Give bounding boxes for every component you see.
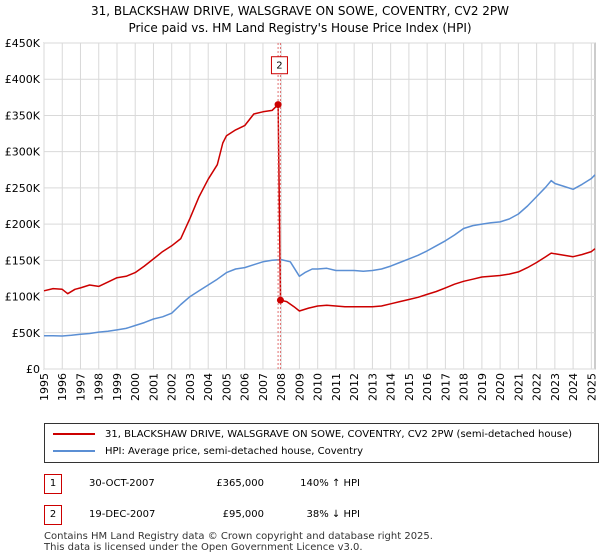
x-tick-label: 1996 [56,373,69,401]
x-tick-label: 2003 [184,373,197,401]
transaction-price: £365,000 [216,478,264,489]
x-tick-label: 2017 [439,373,452,401]
transaction-date: 30-OCT-2007 [89,478,155,489]
footer: Contains HM Land Registry data © Crown c… [44,531,433,553]
transaction-price: £95,000 [222,509,264,520]
y-tick-label: £200K [5,218,41,231]
x-tick-label: 1999 [111,373,124,401]
x-tick-label: 2010 [312,373,325,401]
x-tick-label: 1998 [93,373,106,401]
annotation-badge [270,56,288,75]
y-tick-label: £150K [5,254,41,267]
y-tick-label: £250K [5,182,41,195]
x-tick-label: 2011 [330,373,343,401]
hpi-line [44,174,596,337]
plot-area [43,42,596,370]
legend-swatch-hpi [53,450,95,452]
x-tick-label: 2002 [166,373,179,401]
y-tick-label: £0 [26,363,40,376]
legend-label-hpi: HPI: Average price, semi-detached house,… [105,446,364,457]
x-tick-label: 2019 [476,373,489,401]
x-tick-label: 2009 [293,373,306,401]
y-tick-label: £50K [12,327,41,340]
legend-item-property: 31, BLACKSHAW DRIVE, WALSGRAVE ON SOWE, … [53,427,572,443]
x-tick-label: 2015 [403,373,416,401]
x-tick-label: 1995 [38,373,51,401]
y-tick-label: £350K [5,109,41,122]
legend-swatch-property [53,433,95,435]
footer-copyright: Contains HM Land Registry data © Crown c… [44,531,433,542]
y-tick-label: £450K [5,37,41,50]
transaction-badge: 1 [44,474,62,494]
transaction-badge: 2 [44,505,62,525]
x-tick-label: 2000 [129,373,142,401]
x-tick-label: 2008 [275,373,288,401]
x-tick-label: 2006 [239,373,252,401]
x-tick-label: 2018 [458,373,471,401]
x-tick-label: 2021 [512,373,525,401]
y-tick-label: £100K [5,291,41,304]
x-tick-label: 2001 [147,373,160,401]
x-tick-label: 2005 [220,373,233,401]
footer-licence: This data is licensed under the Open Gov… [44,542,363,553]
x-tick-label: 2022 [531,373,544,401]
y-tick-label: £300K [5,146,41,159]
x-tick-label: 1997 [74,373,87,401]
chart-subtitle: Price paid vs. HM Land Registry's House … [128,21,472,35]
sale-point [276,296,284,304]
legend-item-hpi: HPI: Average price, semi-detached house,… [53,444,363,460]
price-chart: £0 £50K £100K £150K £200K £250K £300K £350K £400… [5,37,599,401]
x-tick-label: 2023 [549,373,562,401]
transaction-date: 19-DEC-2007 [89,509,156,520]
legend: 31, BLACKSHAW DRIVE, WALSGRAVE ON SOWE, … [44,423,599,463]
x-tick-label: 2025 [585,373,598,401]
property-price-line [43,103,596,312]
x-tick-label: 2024 [567,373,580,401]
x-tick-label: 2013 [366,373,379,401]
annotation-badge-label: 2 [276,61,282,72]
chart-title: 31, BLACKSHAW DRIVE, WALSGRAVE ON SOWE, … [90,4,510,18]
transaction-hpi: 140% ↑ HPI [300,478,360,489]
x-tick-label: 2014 [385,373,398,401]
x-tick-label: 2016 [421,373,434,401]
y-tick-label: £400K [5,73,41,86]
x-tick-label: 2007 [257,373,270,401]
sale-point [274,101,282,109]
x-tick-label: 2012 [348,373,361,401]
x-tick-label: 2020 [494,373,507,401]
x-tick-label: 2004 [202,373,215,401]
legend-label-property: 31, BLACKSHAW DRIVE, WALSGRAVE ON SOWE, … [105,429,573,440]
transaction-hpi: 38% ↓ HPI [306,509,360,520]
